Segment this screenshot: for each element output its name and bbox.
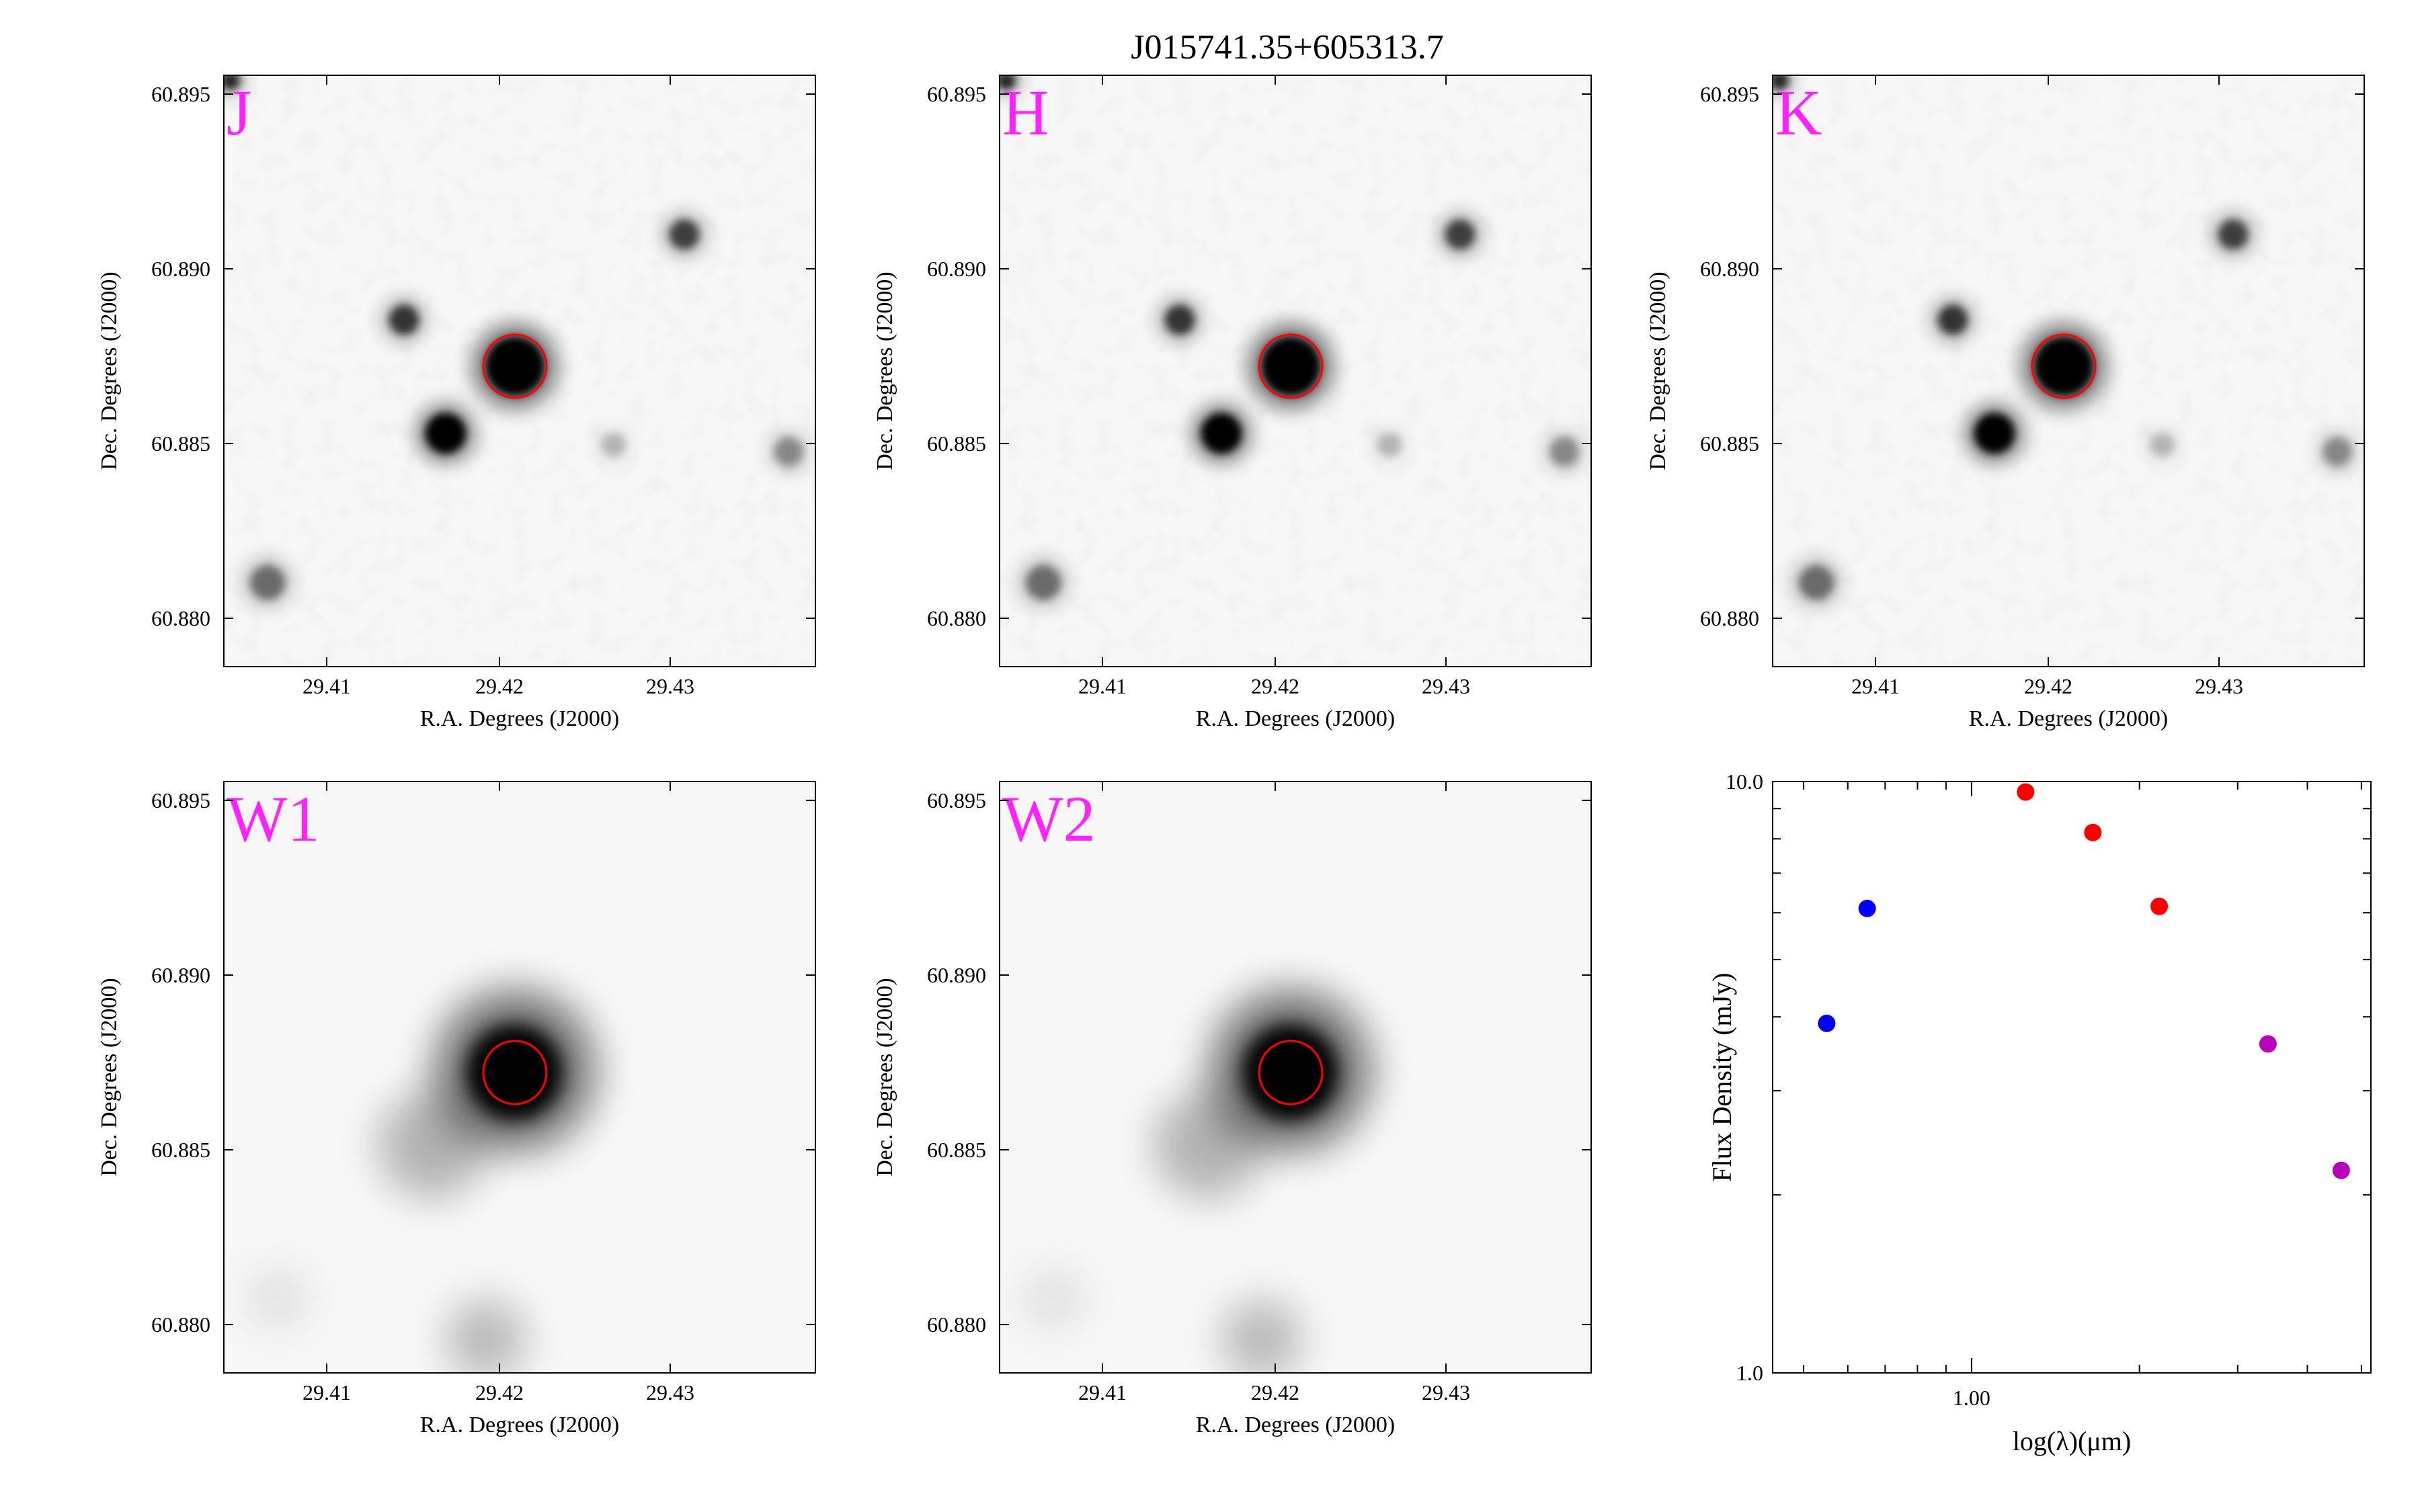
x-tick-label: 29.41 <box>302 674 351 698</box>
y-tick-label: 60.880 <box>151 1312 210 1337</box>
sed-panel: 1.00 10.0 1.0 log(λ)(μm) Flux Density (mJy) <box>1707 769 2372 1456</box>
x-tick-label: 29.42 <box>1251 674 1299 698</box>
x-axis-label: R.A. Degrees (J2000) <box>1196 1413 1396 1437</box>
panel-frame <box>223 781 816 1374</box>
image-panel-k: K 29.41 29.42 29.43 60.895 60.890 60.885 60.880… <box>1646 75 2365 731</box>
band-label: W2 <box>1002 783 1096 855</box>
image-w2 <box>1000 782 1591 1373</box>
image-panel-w2: W2 29.41 29.42 29.43 60.895 60.890 60.885 60.88… <box>873 781 1592 1437</box>
sed-y-tick-label: 1.0 <box>1736 1361 1763 1385</box>
y-axis-label: Dec. Degrees (J2000) <box>97 978 122 1177</box>
data-point <box>1858 899 1876 917</box>
x-tick-label: 29.43 <box>2195 674 2243 698</box>
sed-frame <box>1772 781 2372 1374</box>
band-label: J <box>227 77 251 149</box>
y-tick-label: 60.895 <box>927 82 986 106</box>
y-axis-label: Dec. Degrees (J2000) <box>873 271 897 470</box>
image-panel-j: J 29.41 29.42 29.43 60.895 60.890 60.885 60.880… <box>97 75 816 731</box>
data-point <box>2332 1161 2350 1179</box>
band-label: H <box>1002 77 1049 149</box>
y-tick-label: 60.890 <box>151 257 210 281</box>
x-tick-label: 29.42 <box>2024 674 2072 698</box>
x-tick-label: 29.41 <box>1078 674 1127 698</box>
y-axis-label: Dec. Degrees (J2000) <box>1646 271 1670 470</box>
x-tick-label: 29.42 <box>475 1380 524 1404</box>
y-tick-label: 60.895 <box>151 788 210 812</box>
sed-x-tick-label: 1.00 <box>1953 1386 1990 1410</box>
x-tick-label: 29.43 <box>646 674 694 698</box>
image-h <box>1000 75 1591 667</box>
x-tick-label: 29.43 <box>1422 1380 1470 1404</box>
x-tick-label: 29.43 <box>646 1380 694 1404</box>
data-point <box>2084 823 2102 841</box>
data-point <box>2150 897 2169 915</box>
panel-frame <box>999 781 1592 1374</box>
x-axis-label: R.A. Degrees (J2000) <box>420 706 620 731</box>
data-point <box>2017 783 2035 801</box>
sed-x-axis-label: log(λ)(μm) <box>2013 1426 2131 1456</box>
y-tick-label: 60.880 <box>1700 606 1759 630</box>
y-tick-label: 60.890 <box>927 257 986 281</box>
image-panels: J 29.41 29.42 29.43 60.895 60.890 60.885 60.880… <box>97 75 2365 1437</box>
y-tick-label: 60.880 <box>927 606 986 630</box>
y-tick-label: 60.885 <box>151 1138 210 1162</box>
image-w1 <box>224 782 815 1373</box>
y-tick-label: 60.885 <box>927 1138 986 1162</box>
image-panel-w1: W1 29.41 29.42 29.43 60.895 60.890 60.885 60.88… <box>97 781 816 1437</box>
y-tick-label: 60.890 <box>151 963 210 987</box>
x-axis-label: R.A. Degrees (J2000) <box>420 1413 620 1437</box>
aperture-circle <box>482 1040 548 1105</box>
band-label: K <box>1775 77 1822 149</box>
panel-frame <box>1772 75 2365 667</box>
y-tick-label: 60.890 <box>1700 257 1759 281</box>
y-tick-label: 60.895 <box>151 82 210 106</box>
data-point <box>2259 1035 2277 1053</box>
sed-y-axis-label: Flux Density (mJy) <box>1707 972 1737 1181</box>
x-tick-label: 29.42 <box>475 674 524 698</box>
y-tick-label: 60.880 <box>927 1312 986 1337</box>
aperture-circle <box>1258 333 1324 399</box>
image-k <box>1773 75 2364 667</box>
y-tick-label: 60.885 <box>151 431 210 456</box>
figure-title: J015741.35+605313.7 <box>1131 28 1444 67</box>
x-tick-label: 29.42 <box>1251 1380 1299 1404</box>
image-panel-h: H 29.41 29.42 29.43 60.895 60.890 60.885 60.880… <box>873 75 1592 731</box>
y-tick-label: 60.880 <box>151 606 210 630</box>
y-tick-label: 60.885 <box>1700 431 1759 456</box>
y-tick-label: 60.885 <box>927 431 986 456</box>
image-j <box>224 75 815 667</box>
x-tick-label: 29.43 <box>1422 674 1470 698</box>
y-axis-label: Dec. Degrees (J2000) <box>873 978 897 1177</box>
x-tick-label: 29.41 <box>1078 1380 1127 1404</box>
y-tick-label: 60.895 <box>1700 82 1759 106</box>
x-tick-label: 29.41 <box>1851 674 1900 698</box>
x-tick-label: 29.41 <box>302 1380 351 1404</box>
x-axis-label: R.A. Degrees (J2000) <box>1196 706 1396 731</box>
y-tick-label: 60.890 <box>927 963 986 987</box>
sed-y-tick-label: 10.0 <box>1726 769 1763 794</box>
data-point <box>1818 1014 1836 1032</box>
y-tick-label: 60.895 <box>927 788 986 812</box>
aperture-circle <box>2031 333 2097 399</box>
x-axis-label: R.A. Degrees (J2000) <box>1969 706 2169 731</box>
band-label: W1 <box>227 783 320 855</box>
aperture-circle <box>482 333 548 399</box>
y-axis-label: Dec. Degrees (J2000) <box>97 271 122 470</box>
aperture-circle <box>1258 1040 1324 1105</box>
panel-frame <box>999 75 1592 667</box>
panel-frame <box>223 75 816 667</box>
